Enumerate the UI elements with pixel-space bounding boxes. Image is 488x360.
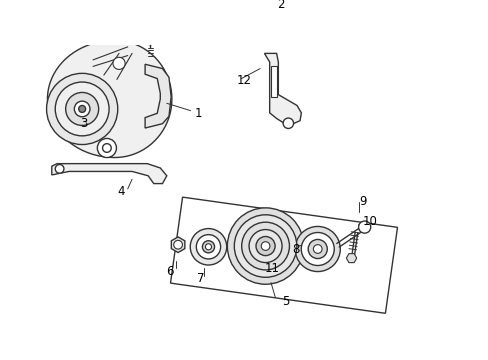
Polygon shape — [270, 66, 277, 97]
Polygon shape — [47, 40, 172, 158]
Circle shape — [55, 165, 64, 173]
Text: 1: 1 — [194, 107, 202, 120]
Polygon shape — [170, 197, 397, 313]
Circle shape — [241, 222, 289, 270]
Polygon shape — [52, 164, 166, 184]
Circle shape — [295, 226, 340, 271]
Circle shape — [102, 144, 111, 152]
Circle shape — [261, 242, 269, 251]
Circle shape — [205, 244, 211, 250]
Circle shape — [283, 118, 293, 129]
Circle shape — [79, 105, 85, 112]
Text: 10: 10 — [362, 215, 377, 228]
Circle shape — [65, 93, 99, 125]
Text: 6: 6 — [166, 265, 174, 278]
Circle shape — [307, 239, 326, 258]
Circle shape — [202, 241, 214, 253]
Text: 3: 3 — [80, 117, 87, 130]
Circle shape — [97, 139, 116, 158]
Polygon shape — [171, 237, 184, 252]
Circle shape — [190, 229, 226, 265]
Polygon shape — [264, 53, 301, 126]
Circle shape — [301, 233, 334, 265]
Polygon shape — [145, 64, 171, 128]
Text: 8: 8 — [292, 243, 299, 256]
Text: 5: 5 — [282, 295, 289, 308]
Text: 2: 2 — [276, 0, 284, 11]
Circle shape — [227, 208, 303, 284]
Polygon shape — [346, 254, 356, 263]
Circle shape — [55, 82, 109, 136]
Circle shape — [358, 221, 370, 233]
Circle shape — [46, 73, 118, 144]
Text: 9: 9 — [359, 195, 366, 208]
Text: 4: 4 — [117, 185, 125, 198]
Circle shape — [234, 215, 296, 277]
Circle shape — [146, 36, 154, 45]
Text: 7: 7 — [197, 272, 204, 285]
Text: 12: 12 — [236, 74, 251, 87]
Circle shape — [256, 237, 275, 256]
Circle shape — [113, 57, 125, 69]
Circle shape — [74, 101, 90, 117]
Circle shape — [173, 240, 182, 249]
Text: 11: 11 — [264, 262, 279, 275]
Circle shape — [196, 235, 220, 259]
Circle shape — [248, 230, 282, 262]
Circle shape — [313, 245, 322, 253]
